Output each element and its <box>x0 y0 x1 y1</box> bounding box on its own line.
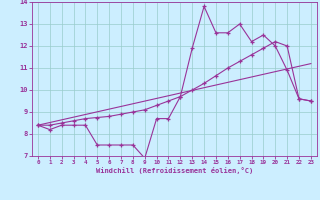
X-axis label: Windchill (Refroidissement éolien,°C): Windchill (Refroidissement éolien,°C) <box>96 167 253 174</box>
